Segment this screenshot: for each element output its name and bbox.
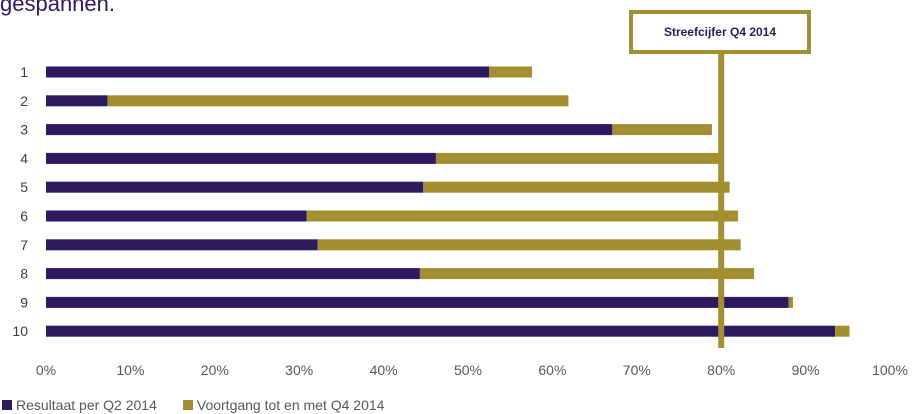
bar-resultaat — [46, 268, 420, 280]
y-tick-label: 3 — [20, 122, 28, 138]
target-label-box: Streefcijfer Q4 2014 — [629, 10, 811, 54]
x-tick-label: 0% — [36, 362, 56, 378]
y-tick-label: 4 — [20, 150, 28, 166]
bar-resultaat — [46, 66, 490, 78]
bar-resultaat — [46, 325, 836, 337]
legend: Resultaat per Q2 2014 Voortgang tot en m… — [2, 397, 410, 413]
x-tick-label: 60% — [538, 362, 566, 378]
bar-resultaat — [46, 210, 307, 222]
bar-resultaat — [46, 181, 424, 193]
bar-voortgang — [107, 95, 569, 107]
x-tick-label: 80% — [707, 362, 735, 378]
y-tick-label: 6 — [20, 208, 28, 224]
bar-resultaat — [46, 95, 108, 107]
legend-swatch-voortgang — [182, 400, 193, 410]
bar-resultaat — [46, 152, 436, 164]
x-tick-label: 10% — [116, 362, 144, 378]
x-tick-label: 30% — [285, 362, 313, 378]
x-tick-label: 20% — [201, 362, 229, 378]
bars — [46, 66, 850, 337]
y-tick-label: 9 — [20, 294, 28, 310]
bar-voortgang — [612, 124, 712, 136]
x-tick-label: 40% — [370, 362, 398, 378]
bar-resultaat — [46, 124, 613, 136]
x-axis-labels: 0% 10% 20% 30% 40% 50% 60% 70% 80% 90% 100% — [36, 362, 908, 378]
bar-voortgang — [788, 296, 793, 308]
bar-voortgang — [419, 268, 755, 280]
legend-label-resultaat: Resultaat per Q2 2014 — [16, 397, 157, 413]
y-tick-label: 10 — [12, 323, 28, 339]
bar-voortgang — [489, 66, 533, 78]
x-tick-label: 70% — [623, 362, 651, 378]
legend-item-voortgang: Voortgang tot en met Q4 2014 — [182, 397, 385, 413]
legend-label-voortgang: Voortgang tot en met Q4 2014 — [196, 397, 385, 413]
y-tick-label: 2 — [20, 93, 28, 109]
x-tick-label: 50% — [454, 362, 482, 378]
y-axis-labels: 1 2 3 4 5 6 7 8 9 10 — [12, 64, 28, 339]
legend-item-resultaat: Resultaat per Q2 2014 — [2, 397, 157, 413]
y-tick-label: 7 — [20, 237, 28, 253]
bar-resultaat — [46, 239, 318, 251]
bar-resultaat — [46, 296, 789, 308]
bar-voortgang — [423, 181, 730, 193]
x-tick-label: 100% — [872, 362, 908, 378]
target-label: Streefcijfer Q4 2014 — [663, 25, 777, 39]
y-tick-label: 1 — [20, 64, 28, 80]
heading-fragment: gespannen. — [0, 0, 115, 16]
bar-voortgang — [835, 325, 850, 337]
bar-voortgang — [317, 239, 741, 251]
y-tick-label: 8 — [20, 266, 28, 282]
bar-voortgang — [306, 210, 739, 222]
x-tick-label: 90% — [792, 362, 820, 378]
bar-voortgang — [435, 152, 722, 164]
legend-swatch-resultaat — [2, 400, 12, 410]
y-tick-label: 5 — [20, 179, 28, 195]
